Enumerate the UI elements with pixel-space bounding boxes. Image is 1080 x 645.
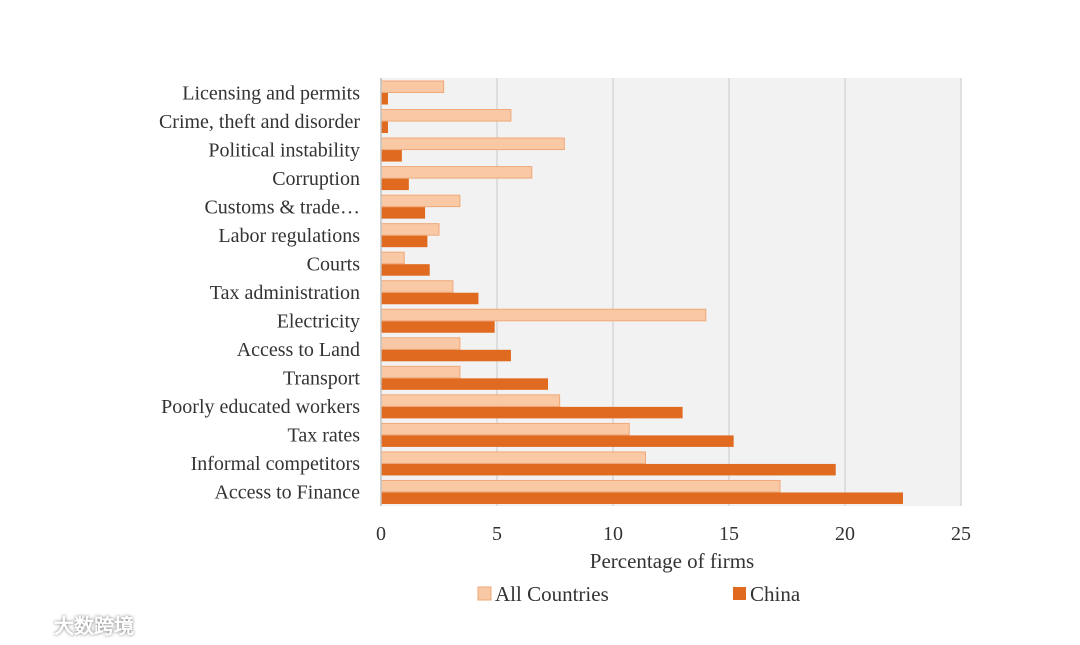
bar-china <box>381 349 511 362</box>
legend-swatch-china <box>733 587 746 600</box>
bar-all-countries <box>380 223 440 236</box>
legend: All Countries China <box>477 582 801 606</box>
bar-china <box>381 235 428 248</box>
x-tick-label: 15 <box>719 523 739 545</box>
category-label: Labor regulations <box>218 225 360 247</box>
bar-china <box>381 93 388 105</box>
category-label: Informal competitors <box>191 453 361 475</box>
legend-swatch-all-countries <box>477 586 492 601</box>
legend-label-china: China <box>750 582 801 606</box>
category-label: Poorly educated workers <box>161 396 360 418</box>
x-tick-label: 25 <box>951 523 971 545</box>
x-tick-labels: 0 5 10 15 20 25 <box>376 523 971 545</box>
watermark-brand: 大数跨境 <box>54 614 134 638</box>
bar-all-countries <box>380 194 461 208</box>
bar-all-countries <box>380 365 461 379</box>
category-label: Access to Finance <box>214 482 360 504</box>
bar-all-countries <box>380 337 461 350</box>
bar-all-countries <box>380 109 512 122</box>
bar-china <box>381 150 402 162</box>
x-tick-label: 0 <box>376 523 386 545</box>
bar-all-countries <box>380 394 561 407</box>
bar-all-countries <box>380 308 707 322</box>
bar-all-countries <box>380 280 454 293</box>
bar-all-countries <box>380 422 630 436</box>
category-label: Crime, theft and disorder <box>159 111 360 133</box>
x-tick-label: 10 <box>603 523 623 545</box>
x-tick-label: 5 <box>492 523 502 545</box>
bar-all-countries <box>380 451 646 464</box>
category-label: Electricity <box>277 311 360 333</box>
category-label: Licensing and permits <box>182 82 360 104</box>
category-label: Tax administration <box>210 282 360 304</box>
category-label: Tax rates <box>288 425 361 447</box>
bar-china <box>381 378 549 390</box>
x-axis-title: Percentage of firms <box>590 549 754 573</box>
category-label: Access to Land <box>237 339 360 361</box>
bar-china <box>381 406 683 419</box>
category-label: Corruption <box>272 168 360 190</box>
category-label: Courts <box>307 253 361 275</box>
category-label: Transport <box>283 368 360 390</box>
bar-china <box>381 207 426 219</box>
bar-china <box>381 492 903 504</box>
watermark-logo: 大数跨境 <box>8 610 134 639</box>
bar-all-countries <box>380 137 565 151</box>
bar-china <box>381 178 409 191</box>
bar-china <box>381 292 479 305</box>
bar-china <box>381 121 388 134</box>
bar-china <box>381 435 734 447</box>
bar-china <box>381 463 836 476</box>
bar-china <box>381 321 495 333</box>
bar-all-countries <box>380 251 405 265</box>
bar-all-countries <box>380 80 445 93</box>
category-label: Customs & trade… <box>204 196 360 218</box>
bar-all-countries <box>380 166 533 179</box>
x-tick-label: 20 <box>835 523 855 545</box>
category-label: Political instability <box>208 139 360 161</box>
chat-bubble-icon <box>8 613 47 634</box>
legend-label-all-countries: All Countries <box>495 582 609 606</box>
category-labels: Licensing and permits Crime, theft and di… <box>159 82 360 503</box>
bar-china <box>381 264 430 276</box>
bar-all-countries <box>380 479 781 493</box>
